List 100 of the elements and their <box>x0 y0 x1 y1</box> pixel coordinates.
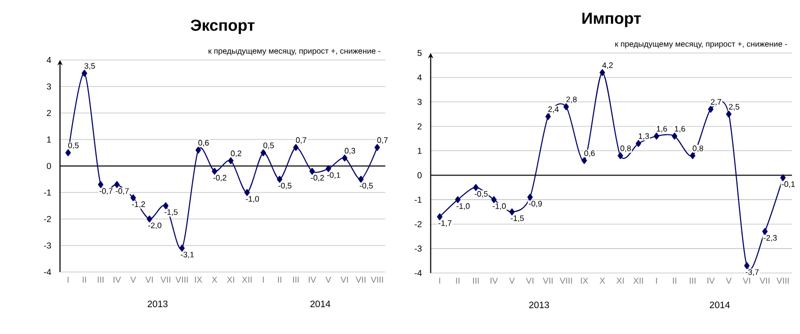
x-tick-label: IV <box>308 276 316 283</box>
point <box>260 149 266 156</box>
point <box>654 132 660 140</box>
point <box>762 228 768 235</box>
point <box>744 262 750 270</box>
y-tick-label: -3 <box>44 242 51 249</box>
point <box>326 165 332 172</box>
point <box>309 168 315 175</box>
x-tick-label: IX <box>194 276 202 283</box>
x-tick-label: VIII <box>176 276 188 283</box>
point <box>780 174 786 182</box>
point <box>65 149 71 156</box>
x-tick-label: VI <box>145 276 153 283</box>
y-tick-label: 3 <box>418 98 422 105</box>
point <box>600 69 606 76</box>
point <box>455 196 460 204</box>
y-tick-label: 2 <box>46 110 51 116</box>
x-tick-label: VI <box>742 278 750 284</box>
point <box>114 181 120 188</box>
x-tick-label: I <box>439 278 440 284</box>
point <box>618 152 624 160</box>
x-tick-label: I <box>262 276 264 283</box>
y-tick-label: -1 <box>44 190 51 196</box>
point <box>342 154 348 162</box>
y-tick-label: 1 <box>47 136 51 142</box>
y-tick-label: 4 <box>417 74 422 80</box>
point <box>82 70 88 77</box>
y-tick-label: 0 <box>418 172 422 178</box>
y-tick-label: -4 <box>44 269 52 275</box>
x-tick-label: IV <box>114 276 121 283</box>
x-tick-label: XI <box>226 276 234 283</box>
text: 2014 <box>310 300 330 308</box>
y-tick-label: 4 <box>46 57 52 63</box>
x-tick-label: VI <box>340 276 348 283</box>
x-tick-label: IV <box>490 278 498 284</box>
x-tick-label: XII <box>633 278 643 284</box>
point <box>436 213 442 220</box>
point <box>212 168 218 175</box>
point <box>179 244 185 252</box>
x-tick-label: VII <box>542 278 553 284</box>
x-tick-label: I <box>656 278 657 284</box>
y-tick-label: -3 <box>414 246 422 252</box>
x-tick-label: II <box>82 276 86 283</box>
point <box>726 110 732 118</box>
y-tick-label: -1 <box>414 196 422 203</box>
point <box>244 189 250 196</box>
point <box>276 176 282 183</box>
x-tick-label: XII <box>242 276 252 283</box>
point <box>196 146 201 154</box>
x-tick-label: III <box>98 276 104 283</box>
x-tick-label: X <box>212 276 218 283</box>
point <box>146 216 152 222</box>
point <box>293 144 299 151</box>
x-tick-label: III <box>293 276 299 283</box>
point <box>636 140 642 147</box>
point <box>527 194 533 201</box>
x-tick-label: V <box>326 276 332 283</box>
point <box>228 157 234 164</box>
x-tick-label: II <box>278 276 282 283</box>
x-tick-label: III <box>690 278 696 284</box>
text: 2013 <box>529 302 549 308</box>
point <box>545 113 551 120</box>
point <box>473 184 479 191</box>
point <box>374 144 380 151</box>
point <box>563 103 569 110</box>
x-tick-label: VIII <box>776 278 789 284</box>
point <box>582 157 587 164</box>
y-tick-label: 3 <box>46 83 51 90</box>
x-tick-label: X <box>600 278 605 284</box>
point <box>98 181 104 188</box>
x-tick-label: II <box>456 278 460 284</box>
x-tick-label: V <box>130 276 136 283</box>
point <box>708 106 714 113</box>
point <box>163 202 168 210</box>
x-tick-label: V <box>509 278 515 284</box>
y-tick-label: 5 <box>418 50 422 56</box>
x-tick-label: VIII <box>560 278 572 284</box>
y-tick-label: 1 <box>418 148 422 154</box>
chart-title: Экспорт <box>190 20 255 34</box>
x-tick-label: VIII <box>370 276 383 283</box>
point <box>130 194 136 202</box>
x-tick-label: I <box>68 276 69 283</box>
y-tick-label: 0 <box>46 162 51 170</box>
x-tick-label: IX <box>580 278 588 284</box>
text: 2014 <box>710 302 730 308</box>
x-tick-label: IV <box>707 278 715 284</box>
x-tick-label: V <box>726 278 732 284</box>
y-tick-label: -2 <box>414 221 422 228</box>
x-tick-label: VII <box>356 276 366 283</box>
x-tick-label: III <box>473 278 479 284</box>
point <box>358 176 364 183</box>
x-tick-label: VII <box>160 276 170 283</box>
x-tick-label: II <box>672 278 676 284</box>
x-tick-label: XI <box>616 278 624 284</box>
x-tick-label: VII <box>760 278 770 284</box>
point <box>672 132 678 140</box>
point <box>509 208 515 216</box>
point <box>491 196 497 204</box>
y-tick-label: -4 <box>414 270 422 276</box>
y-tick-label: 2 <box>418 123 422 130</box>
